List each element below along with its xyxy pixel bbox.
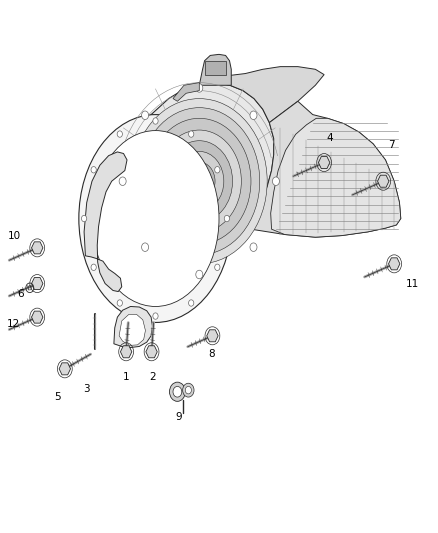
Circle shape xyxy=(191,172,207,191)
Circle shape xyxy=(196,270,203,279)
Circle shape xyxy=(215,264,220,271)
Circle shape xyxy=(189,300,194,306)
Circle shape xyxy=(119,177,126,185)
Circle shape xyxy=(185,386,191,394)
Circle shape xyxy=(117,131,123,138)
Circle shape xyxy=(91,264,96,271)
Circle shape xyxy=(175,151,224,211)
Polygon shape xyxy=(125,83,274,244)
Circle shape xyxy=(196,84,203,92)
Polygon shape xyxy=(32,278,43,289)
Text: 11: 11 xyxy=(406,279,419,288)
Polygon shape xyxy=(271,118,401,237)
Text: 4: 4 xyxy=(326,133,333,142)
Polygon shape xyxy=(146,346,157,358)
Polygon shape xyxy=(378,175,389,187)
Circle shape xyxy=(189,131,194,138)
Text: 9: 9 xyxy=(175,412,182,422)
Text: 5: 5 xyxy=(54,392,61,401)
Circle shape xyxy=(183,383,194,397)
Circle shape xyxy=(215,166,220,173)
Circle shape xyxy=(157,130,241,232)
Ellipse shape xyxy=(79,115,232,322)
Circle shape xyxy=(184,162,215,200)
Circle shape xyxy=(166,141,233,222)
Circle shape xyxy=(131,99,267,264)
Circle shape xyxy=(91,166,96,173)
Circle shape xyxy=(196,177,202,185)
Polygon shape xyxy=(318,157,330,168)
Circle shape xyxy=(81,215,87,222)
Circle shape xyxy=(141,243,148,252)
Polygon shape xyxy=(59,363,71,375)
Polygon shape xyxy=(120,346,132,358)
Polygon shape xyxy=(207,330,218,342)
Polygon shape xyxy=(119,314,145,345)
Circle shape xyxy=(153,118,158,124)
Polygon shape xyxy=(199,54,231,85)
Text: 7: 7 xyxy=(388,140,395,150)
Text: 6: 6 xyxy=(17,289,24,299)
Text: 8: 8 xyxy=(208,350,215,359)
Circle shape xyxy=(153,313,158,319)
Ellipse shape xyxy=(92,131,219,306)
Circle shape xyxy=(272,177,279,185)
Polygon shape xyxy=(173,83,199,101)
Circle shape xyxy=(250,111,257,119)
Circle shape xyxy=(139,108,260,255)
Text: 3: 3 xyxy=(83,384,90,394)
Polygon shape xyxy=(201,67,324,123)
Text: 1: 1 xyxy=(123,373,130,382)
Polygon shape xyxy=(32,311,43,323)
Circle shape xyxy=(250,243,257,252)
Circle shape xyxy=(148,118,251,244)
Text: 12: 12 xyxy=(7,319,20,328)
Circle shape xyxy=(170,382,185,401)
Polygon shape xyxy=(114,306,152,348)
Circle shape xyxy=(173,386,182,397)
Circle shape xyxy=(141,111,148,119)
Polygon shape xyxy=(84,152,127,292)
Polygon shape xyxy=(241,101,401,237)
Text: 10: 10 xyxy=(7,231,21,240)
FancyBboxPatch shape xyxy=(205,61,226,75)
Text: 2: 2 xyxy=(149,373,156,382)
Circle shape xyxy=(224,215,230,222)
Polygon shape xyxy=(32,242,43,254)
Polygon shape xyxy=(389,258,400,270)
Circle shape xyxy=(117,300,122,306)
